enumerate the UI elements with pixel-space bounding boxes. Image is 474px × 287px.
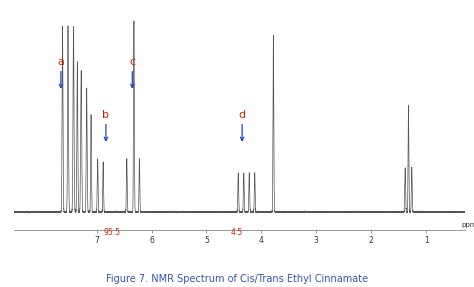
Text: 95.5: 95.5 — [103, 228, 120, 237]
Text: a: a — [57, 57, 64, 67]
Text: b: b — [102, 110, 109, 120]
Text: Figure 7. NMR Spectrum of Cis/Trans Ethyl Cinnamate: Figure 7. NMR Spectrum of Cis/Trans Ethy… — [106, 274, 368, 284]
Text: d: d — [238, 110, 246, 120]
Text: 4.5: 4.5 — [230, 228, 243, 237]
Text: c: c — [129, 57, 136, 67]
Text: ppm: ppm — [462, 222, 474, 228]
